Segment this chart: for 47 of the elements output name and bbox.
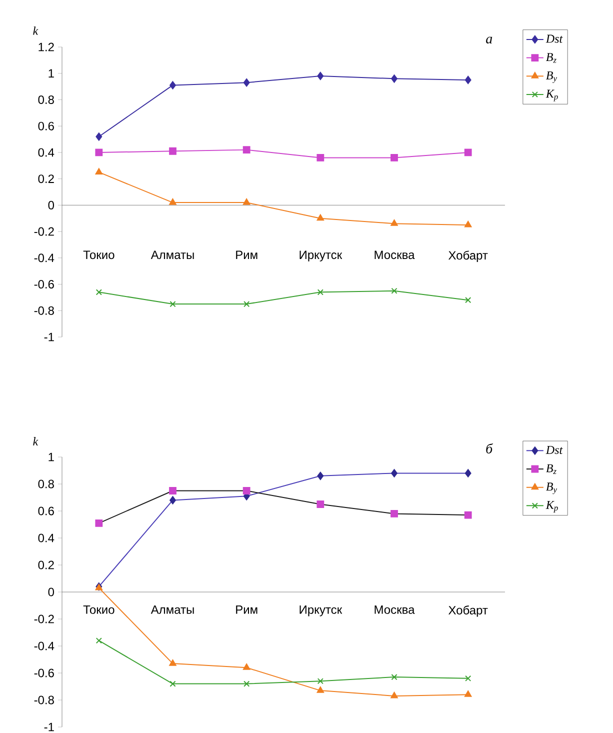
x-tick-label: Алматы <box>150 606 194 614</box>
y-tick-label: -0.8 <box>34 696 54 704</box>
x-tick-label: Алматы <box>150 250 194 260</box>
y-tick-label: 0 <box>48 588 54 596</box>
y-tick-label: -0.6 <box>34 280 54 289</box>
y-tick-label: 0.4 <box>38 534 54 542</box>
x-tick-label: Хобарт <box>448 606 488 617</box>
legend-label: Dst <box>546 34 563 43</box>
y-tick-label: 0.6 <box>38 506 54 516</box>
legend-label: K$_{p}$ <box>546 90 558 102</box>
y-axis-title: k <box>33 437 38 446</box>
legend-label: B$_{z}$ <box>546 464 556 474</box>
x-tick-label: Иркутск <box>300 250 342 262</box>
y-tick-label: 1 <box>48 69 54 78</box>
legend-label: B$_{y}$ <box>546 71 557 83</box>
legend-label: B$_{y}$ <box>546 482 557 494</box>
x-tick-label: Иркутск <box>300 606 342 616</box>
y-tick-label: -0.4 <box>34 642 54 650</box>
y-tick-label: 0 <box>48 200 54 210</box>
legend-label: K$_{p}$ <box>546 501 558 512</box>
y-tick-label: -0.4 <box>34 254 54 262</box>
y-axis-title: k <box>33 26 38 35</box>
x-tick-label: Рим <box>236 606 258 614</box>
y-tick-label: 0.2 <box>38 560 54 570</box>
y-tick-label: -0.6 <box>34 668 54 678</box>
x-tick-label: Москва <box>374 606 415 614</box>
y-tick-label: 0.2 <box>38 174 54 184</box>
x-tick-label: Токио <box>83 250 114 260</box>
legend-label: Dst <box>546 446 563 454</box>
legend-label: B$_{z}$ <box>546 53 556 63</box>
y-tick-label: 0.6 <box>38 122 54 130</box>
y-tick-label: -1 <box>44 332 54 342</box>
y-tick-label: 1.2 <box>38 42 54 52</box>
x-tick-label: Токио <box>83 606 114 614</box>
y-tick-label: 1 <box>48 452 54 462</box>
y-tick-label: -1 <box>44 722 54 732</box>
y-tick-label: 0.4 <box>38 148 54 157</box>
text: a <box>486 36 492 44</box>
text: б <box>486 443 493 454</box>
y-tick-label: 0.8 <box>38 480 54 488</box>
x-tick-label: Рим <box>236 250 258 259</box>
x-tick-label: Москва <box>374 250 415 260</box>
y-tick-label: 0.8 <box>38 95 54 104</box>
y-tick-label: -0.8 <box>34 306 54 315</box>
x-tick-label: Хобарт <box>448 250 488 262</box>
y-tick-label: -0.2 <box>34 614 54 624</box>
y-tick-label: -0.2 <box>34 227 54 236</box>
